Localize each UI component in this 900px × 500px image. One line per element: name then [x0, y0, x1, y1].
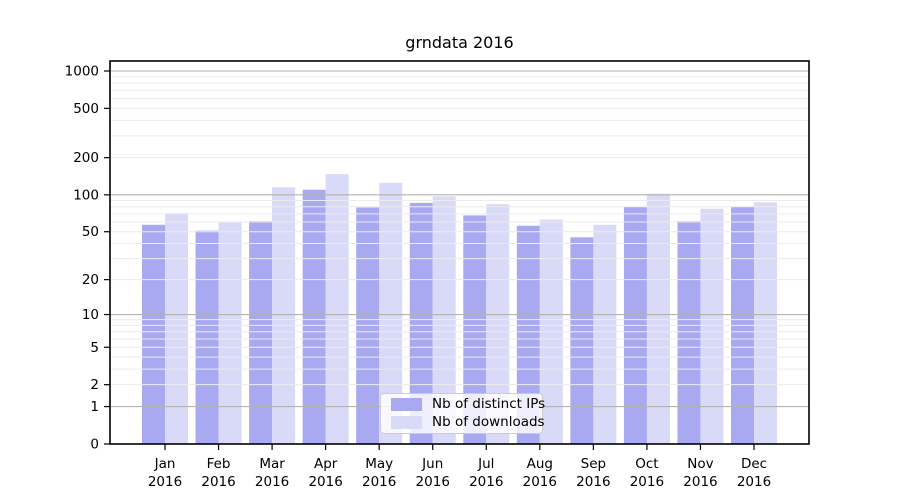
bar-downloads-may [379, 182, 403, 444]
bar-distinct-ips-feb [195, 230, 219, 444]
x-tick-label-year: 2016 [201, 474, 235, 490]
legend-item-distinct-ips: Nb of distinct IPs [381, 396, 546, 412]
y-tick-label: 200 [73, 150, 99, 166]
y-tick-label: 1000 [65, 64, 99, 80]
distinct-ips-swatch-icon [391, 398, 422, 411]
bar-distinct-ips-aug [516, 225, 540, 444]
x-tick-label-month: Aug [527, 456, 553, 472]
x-tick-label-year: 2016 [308, 474, 342, 490]
x-tick-label-month: Sep [581, 456, 606, 472]
x-tick-label-year: 2016 [148, 474, 182, 490]
y-tick-label: 5 [90, 340, 99, 356]
bar-downloads-sep [593, 224, 617, 444]
bar-distinct-ips-jan [142, 224, 165, 444]
x-tick-label-month: Oct [635, 456, 658, 472]
x-tick-label-year: 2016 [255, 474, 289, 490]
x-tick-label-month: Apr [314, 456, 338, 472]
x-tick-label-year: 2016 [523, 474, 557, 490]
bar-downloads-dec [754, 202, 777, 444]
y-tick-label: 1 [90, 399, 99, 415]
bar-downloads-oct [646, 193, 670, 444]
x-tick-label-month: May [365, 456, 393, 472]
legend-label-downloads: Nb of downloads [432, 414, 545, 430]
bar-downloads-mar [272, 187, 296, 444]
bar-distinct-ips-apr [302, 189, 326, 444]
legend-label-distinct-ips: Nb of distinct IPs [432, 396, 546, 412]
chart-legend: Nb of distinct IPs Nb of downloads [380, 393, 546, 434]
downloads-swatch-icon [391, 416, 422, 429]
x-tick-label-year: 2016 [683, 474, 717, 490]
y-tick-label: 500 [73, 101, 99, 117]
x-tick-label-year: 2016 [362, 474, 396, 490]
x-tick-label-month: Dec [741, 456, 767, 472]
plot-border [109, 60, 810, 445]
bar-downloads-feb [218, 222, 242, 444]
bar-downloads-nov [700, 208, 724, 444]
y-tick-label: 100 [73, 187, 99, 203]
bar-distinct-ips-sep [570, 237, 594, 444]
x-tick-label-year: 2016 [469, 474, 503, 490]
y-tick-label: 50 [82, 224, 99, 240]
bar-downloads-apr [325, 174, 349, 444]
x-tick-label-month: Feb [207, 456, 231, 472]
x-tick-label-year: 2016 [630, 474, 664, 490]
bar-distinct-ips-mar [249, 221, 273, 444]
x-tick-label-month: Jul [477, 456, 494, 472]
y-tick-label: 20 [82, 272, 99, 288]
bar-distinct-ips-nov [677, 221, 701, 444]
x-tick-label-month: Jun [421, 456, 443, 472]
chart-title: grndata 2016 [405, 33, 514, 52]
y-tick-label: 10 [82, 307, 99, 323]
y-tick-label: 0 [90, 437, 99, 453]
y-tick-label: 2 [90, 377, 99, 393]
legend-item-downloads: Nb of downloads [381, 414, 545, 430]
bar-downloads-jul [486, 204, 510, 444]
x-tick-label-month: Jan [154, 456, 176, 472]
bar-distinct-ips-jul [463, 215, 487, 444]
bar-distinct-ips-jun [409, 202, 433, 444]
x-tick-label-month: Nov [687, 456, 713, 472]
x-tick-label-year: 2016 [737, 474, 771, 490]
x-tick-label-year: 2016 [416, 474, 450, 490]
bar-downloads-jan [165, 213, 188, 444]
x-tick-label-month: Mar [259, 456, 285, 472]
x-tick-label-year: 2016 [576, 474, 610, 490]
